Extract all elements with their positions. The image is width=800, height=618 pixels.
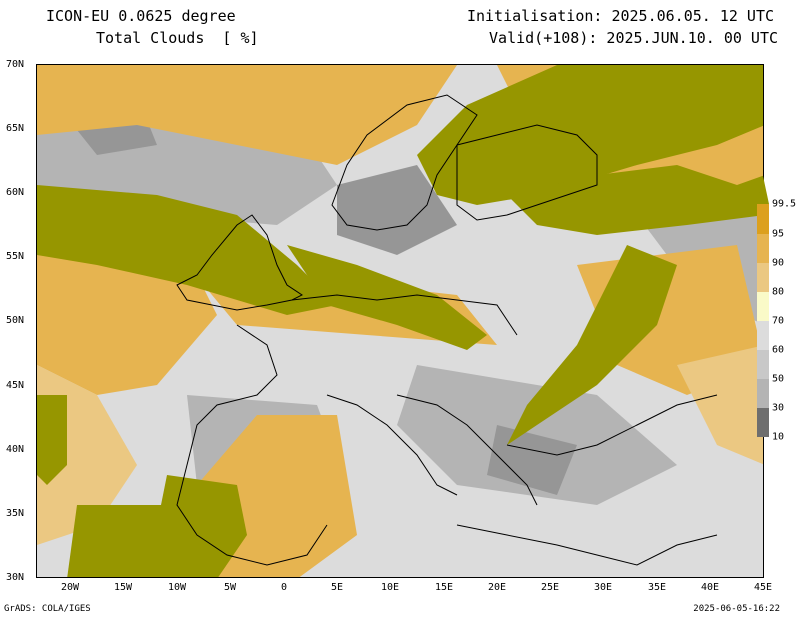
footer-timestamp: 2025-06-05-16:22 [693, 604, 780, 614]
colorbar-segment [757, 379, 769, 408]
lat-label: 55N [6, 251, 25, 262]
lat-label: 45N [6, 380, 25, 391]
lon-label: 45E [753, 582, 773, 593]
colorbar-label: 99.5 [772, 198, 797, 210]
colorbar-segment [757, 408, 769, 437]
model-title: ICON-EU 0.0625 degree [46, 7, 236, 25]
lat-label: 30N [6, 572, 25, 583]
colorbar-segment [757, 292, 769, 321]
lat-label: 60N [6, 187, 25, 198]
colorbar-label: 90 [772, 257, 785, 269]
lat-label: 50N [6, 315, 25, 326]
lon-label: 15E [434, 582, 454, 593]
cloud-map-svg [37, 65, 763, 577]
lon-label: 35E [647, 582, 667, 593]
colorbar-label: 95 [772, 228, 785, 240]
colorbar-segment [757, 350, 769, 379]
lon-label: 15W [113, 582, 133, 593]
lat-label: 65N [6, 123, 25, 134]
colorbar-segment [757, 263, 769, 292]
overcast-cloud-areas [37, 65, 763, 577]
lon-label: 10W [167, 582, 187, 593]
colorbar-segment [757, 321, 769, 350]
colorbar-label: 30 [772, 402, 785, 414]
lon-label: 5W [223, 582, 237, 593]
footer-credit: GrADS: COLA/IGES [4, 604, 91, 614]
lon-label: 20W [60, 582, 80, 593]
lon-label: 30E [593, 582, 613, 593]
lat-label: 70N [6, 59, 25, 70]
lon-label: 0 [280, 582, 288, 593]
lat-label: 40N [6, 444, 25, 455]
lon-label: 40E [700, 582, 720, 593]
colorbar-label: 70 [772, 315, 785, 327]
field-title: Total Clouds [ %] [96, 29, 259, 47]
lon-label: 5E [330, 582, 344, 593]
colorbar-segment [757, 204, 769, 234]
colorbar-label: 10 [772, 431, 785, 443]
lon-label: 20E [487, 582, 507, 593]
coastlines [176, 94, 718, 566]
colorbar-label: 80 [772, 286, 785, 298]
lon-label: 25E [540, 582, 560, 593]
colorbar-segment [757, 234, 769, 263]
init-time: Initialisation: 2025.06.05. 12 UTC [466, 7, 774, 25]
lat-label: 35N [6, 508, 25, 519]
colorbar-label: 60 [772, 344, 785, 356]
cloud-map[interactable] [36, 64, 764, 578]
colorbar-arrow [757, 176, 769, 204]
lon-label: 10E [380, 582, 400, 593]
valid-time: Valid(+108): 2025.JUN.10. 00 UTC [489, 29, 778, 47]
colorbar-label: 50 [772, 373, 785, 385]
